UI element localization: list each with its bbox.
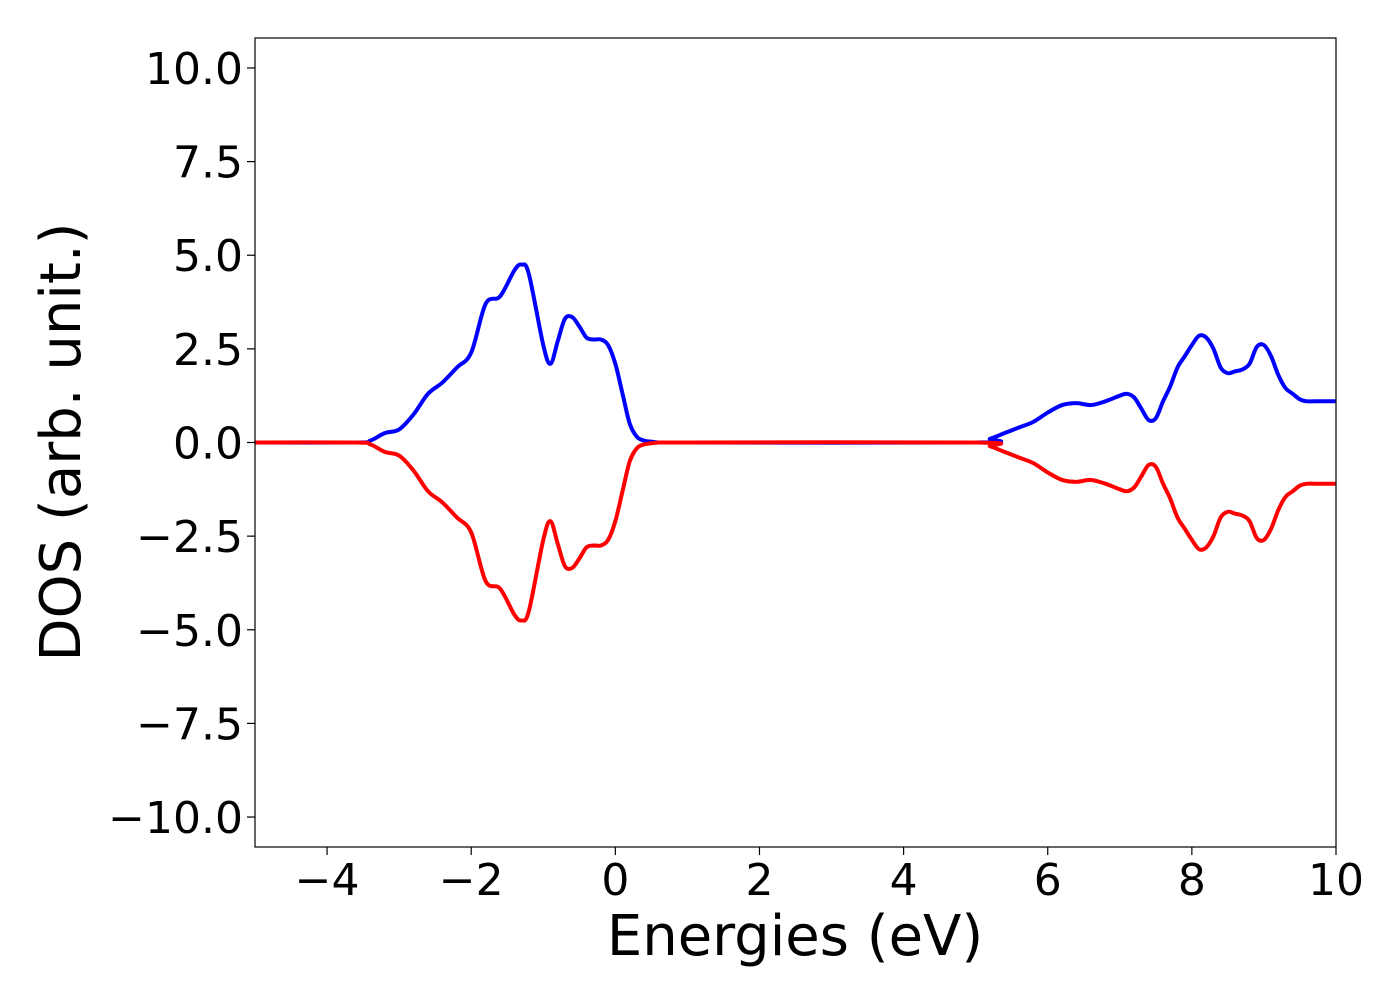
series-layer [255, 262, 1336, 623]
y-tick-label: 0.0 [173, 419, 243, 470]
x-tick-label: −4 [295, 855, 360, 906]
y-tick-label: −2.5 [136, 512, 243, 563]
x-tick-label: 6 [1034, 855, 1062, 906]
y-tick-label: 7.5 [173, 138, 243, 189]
y-tick-label: −7.5 [136, 699, 243, 750]
x-tick-label: 10 [1308, 855, 1364, 906]
x-axis-ticks: −4 −2 0 2 4 6 8 10 [295, 847, 1364, 906]
y-axis-label: DOS (arb. unit.) [29, 222, 94, 661]
x-axis-label: Energies (eV) [607, 904, 983, 969]
x-tick-label: 8 [1178, 855, 1206, 906]
x-tick-label: 0 [601, 855, 629, 906]
series-line-red [255, 440, 1336, 623]
y-axis-ticks: 10.0 7.5 5.0 2.5 0.0 −2.5 −5.0 −7.5 −10.0 [108, 44, 255, 844]
x-tick-label: 2 [745, 855, 773, 906]
y-tick-label: 5.0 [173, 231, 243, 282]
y-tick-label: −5.0 [136, 606, 243, 657]
y-tick-label: −10.0 [108, 793, 243, 844]
y-tick-label: 2.5 [173, 325, 243, 376]
y-tick-label: 10.0 [145, 44, 243, 95]
x-tick-label: −2 [439, 855, 504, 906]
x-tick-label: 4 [890, 855, 918, 906]
series-line-blue [255, 262, 1336, 445]
